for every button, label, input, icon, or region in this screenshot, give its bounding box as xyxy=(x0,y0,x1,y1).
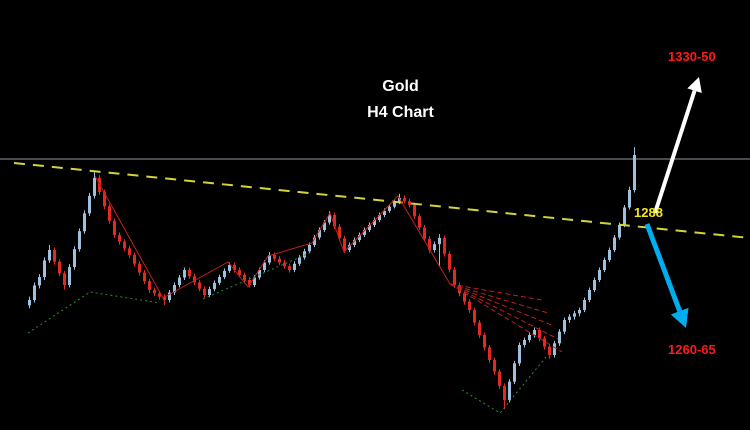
chart-title: Gold H4 Chart xyxy=(318,74,483,126)
chart-title-line2: H4 Chart xyxy=(367,104,434,121)
lower-target-label: 1260-65 xyxy=(668,342,716,357)
breakout-level-label: 1288 xyxy=(634,205,663,220)
chart-title-line1: Gold xyxy=(382,78,419,95)
upper-target-label: 1330-50 xyxy=(668,49,716,64)
